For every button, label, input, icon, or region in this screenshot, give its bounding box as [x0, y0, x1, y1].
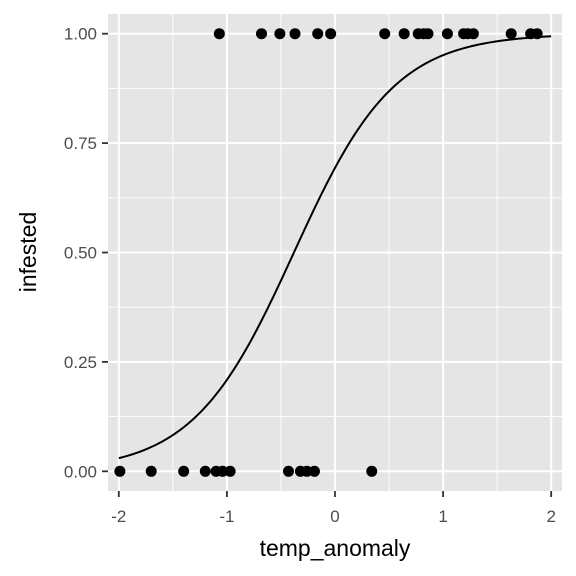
data-point	[217, 465, 229, 477]
major-grid	[108, 14, 562, 491]
data-point	[422, 28, 434, 40]
data-points	[114, 28, 543, 477]
data-point	[178, 465, 190, 477]
data-point	[531, 28, 543, 40]
axis-ticks	[102, 32, 553, 497]
x-tick-label: -1	[219, 507, 234, 526]
data-point	[289, 28, 301, 40]
y-tick-label: 1.00	[64, 25, 97, 44]
data-point	[213, 28, 225, 40]
x-tick-labels: -2 -1 0 1 2	[111, 507, 556, 526]
data-point	[441, 28, 453, 40]
x-tick-label: 2	[546, 507, 555, 526]
fit-curve	[118, 35, 552, 460]
y-tick-label: 0.25	[64, 353, 97, 372]
y-tick-label: 0.00	[64, 462, 97, 481]
y-axis-title: infested	[15, 212, 41, 293]
y-tick-labels: 0.00 0.25 0.50 0.75 1.00	[64, 25, 97, 482]
data-point	[505, 28, 517, 40]
data-point	[199, 465, 211, 477]
data-point	[145, 465, 157, 477]
data-point	[366, 465, 378, 477]
data-point	[325, 28, 337, 40]
data-point	[224, 465, 236, 477]
x-tick-label: 0	[330, 507, 339, 526]
data-point	[283, 465, 295, 477]
data-point	[308, 465, 320, 477]
y-tick-label: 0.75	[64, 134, 97, 153]
data-point	[312, 28, 324, 40]
data-point	[114, 465, 126, 477]
data-point	[274, 28, 286, 40]
x-tick-label: -2	[111, 507, 126, 526]
data-point	[467, 28, 479, 40]
x-tick-label: 1	[438, 507, 447, 526]
data-point	[301, 465, 313, 477]
y-tick-label: 0.50	[64, 244, 97, 263]
data-point	[398, 28, 410, 40]
data-point	[255, 28, 267, 40]
data-point	[379, 28, 391, 40]
x-axis-title: temp_anomaly	[260, 535, 411, 561]
